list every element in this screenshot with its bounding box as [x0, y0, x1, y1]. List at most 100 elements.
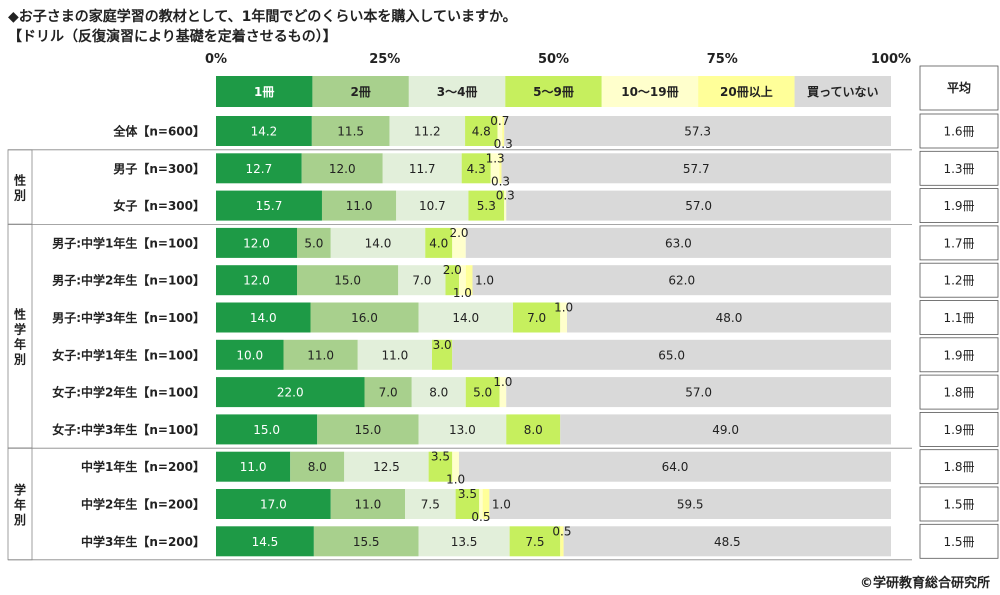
bar-segment — [216, 526, 314, 557]
data-label: 48.0 — [716, 311, 743, 325]
bar-segment — [405, 489, 456, 519]
data-label: 3.5 — [458, 487, 477, 501]
data-label: 7.5 — [421, 498, 440, 512]
data-label: 57.0 — [685, 386, 712, 400]
bar-segment — [502, 116, 505, 146]
data-label: 8.0 — [429, 386, 448, 400]
bar-segment — [465, 227, 891, 258]
bar-segment — [560, 414, 891, 445]
bar-segment — [506, 414, 561, 445]
row-label: 女子:中学2年生【n=100】 — [52, 385, 205, 400]
legend-label: 2冊 — [350, 85, 370, 99]
average-cell — [919, 188, 999, 224]
data-label: 12.5 — [373, 460, 400, 474]
bar-segment — [482, 489, 490, 519]
bar-segment — [465, 116, 498, 146]
data-label: 11.0 — [346, 199, 373, 213]
data-label: 5.0 — [473, 386, 492, 400]
data-label: 57.3 — [684, 125, 711, 139]
average-cell — [919, 225, 999, 261]
bar-segment — [452, 451, 459, 482]
data-label: 15.0 — [355, 423, 382, 437]
bar-segment — [216, 451, 291, 482]
group-label-char: 別 — [13, 188, 26, 202]
data-label: 12.7 — [246, 162, 273, 176]
axis-tick-label: 25% — [369, 52, 400, 67]
bar-segment — [418, 414, 507, 445]
data-label: 12.0 — [243, 236, 270, 250]
group-label-char: 学 — [14, 322, 26, 337]
bar-segment — [459, 451, 891, 482]
data-label: 8.0 — [524, 423, 543, 437]
bar-segment — [472, 265, 891, 296]
data-label: 10.7 — [419, 199, 446, 213]
average-value: 1.7冊 — [943, 236, 974, 250]
data-label: 14.0 — [365, 236, 392, 250]
group-label-char: 別 — [13, 353, 26, 367]
data-label: 15.7 — [256, 199, 283, 213]
data-label: 15.0 — [253, 423, 280, 437]
bar-segment — [389, 116, 466, 146]
average-value: 1.8冊 — [943, 460, 974, 474]
bar-segment — [330, 489, 405, 519]
group-label-char: 年 — [14, 497, 26, 512]
bar-segment — [560, 526, 564, 557]
bar-segment — [504, 190, 507, 221]
row-label: 男子:中学2年生【n=100】 — [52, 273, 205, 288]
average-cell — [919, 113, 999, 149]
group-label-char: 年 — [14, 337, 26, 352]
data-label: 63.0 — [665, 236, 692, 250]
bar-segment — [418, 302, 513, 333]
bar-segment — [301, 153, 383, 184]
data-label: 7.0 — [527, 311, 546, 325]
data-label: 5.0 — [304, 236, 323, 250]
data-label: 11.7 — [409, 162, 436, 176]
data-label: 1.0 — [493, 375, 512, 389]
data-label: 14.0 — [452, 311, 479, 325]
average-value: 1.5冊 — [943, 498, 974, 512]
average-value: 1.9冊 — [943, 199, 974, 213]
bar-segment — [310, 302, 419, 333]
average-cell — [919, 300, 999, 335]
data-label: 0.3 — [491, 174, 510, 188]
axis-tick-label: 0% — [205, 52, 227, 67]
average-value: 1.5冊 — [943, 535, 974, 549]
legend-label: 10～19冊 — [621, 85, 678, 99]
bar-segment — [501, 153, 891, 184]
legend-label: 買っていない — [807, 85, 878, 99]
average-cell — [919, 411, 999, 447]
axis-tick-label: 100% — [871, 52, 911, 67]
average-value: 1.8冊 — [943, 386, 974, 400]
bar-segment — [216, 414, 318, 445]
bar-segment — [425, 227, 453, 258]
bar-segment — [297, 227, 331, 258]
data-label: 14.5 — [252, 535, 279, 549]
data-label: 1.3 — [486, 151, 505, 165]
row-label: 女子【n=300】 — [113, 198, 205, 213]
row-label: 女子:中学1年生【n=100】 — [52, 347, 205, 362]
legend-swatch — [505, 76, 602, 107]
data-label: 16.0 — [351, 311, 378, 325]
data-label: 7.0 — [412, 274, 431, 288]
legend-label: 5～9冊 — [533, 85, 574, 99]
data-label: 7.5 — [525, 535, 544, 549]
data-label: 11.0 — [307, 348, 334, 362]
bar-segment — [216, 116, 312, 146]
data-label: 64.0 — [662, 460, 689, 474]
bar-segment — [317, 414, 419, 445]
bar-segment — [461, 153, 491, 184]
bar-segment — [509, 526, 561, 557]
bar-segment — [297, 265, 399, 296]
legend-swatch — [601, 76, 699, 107]
chart-title: ◆お子さまの家庭学習の教材として、1年間でどのくらい本を購入していますか。 — [8, 9, 517, 25]
bar-segment — [216, 302, 311, 333]
row-label: 男子:中学3年生【n=100】 — [52, 310, 205, 325]
data-label: 11.0 — [355, 498, 382, 512]
data-label: 1.0 — [492, 498, 511, 512]
bar-segment — [504, 116, 891, 146]
bar-segment — [465, 377, 500, 408]
bar-segment — [499, 153, 502, 184]
average-cell — [919, 374, 999, 410]
bar-segment — [216, 265, 297, 296]
data-label: 8.0 — [308, 460, 327, 474]
